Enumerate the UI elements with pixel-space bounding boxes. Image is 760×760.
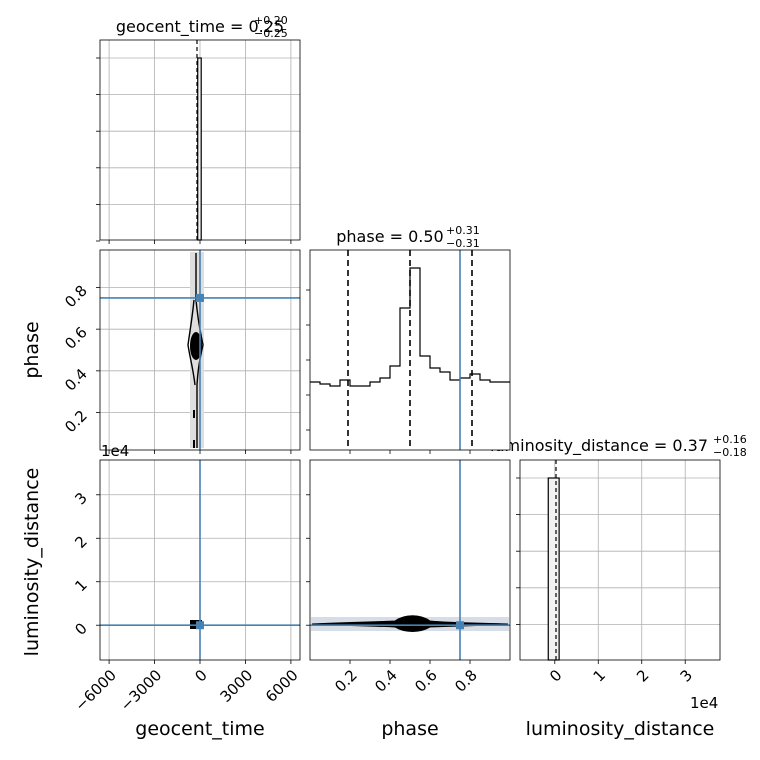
tick-label: 0 xyxy=(546,666,565,685)
ticks xyxy=(96,57,292,244)
ticks xyxy=(516,477,686,664)
phase-x-tick-labels: 0.2 0.4 0.6 0.8 xyxy=(331,666,481,696)
phase-title-sub: −0.31 xyxy=(446,237,480,250)
tick-label: 0.4 xyxy=(61,365,91,395)
phase-title: phase = 0.50 xyxy=(336,227,443,246)
tick-label: 0.6 xyxy=(61,323,91,353)
luminosity-distance-y-tick-labels: 0 1 2 3 xyxy=(71,489,90,639)
y-axis-label-phase: phase xyxy=(21,321,43,378)
axes-frame xyxy=(309,459,511,661)
geocent-time-title-sup: +0.20 xyxy=(254,14,288,27)
luminosity-distance-x-offset: 1e4 xyxy=(690,694,718,712)
density-peak xyxy=(190,332,202,360)
tick-label: 0 xyxy=(191,666,210,685)
truth-lines xyxy=(310,460,510,660)
tick-label: −3000 xyxy=(117,666,166,715)
tick-label: 0.6 xyxy=(411,666,441,696)
truth-lines xyxy=(100,460,300,660)
tick-label: 6000 xyxy=(262,666,302,706)
panel-geocent-time-histogram xyxy=(96,39,301,244)
hist-bar xyxy=(197,57,202,241)
panel-luminosity-distance-histogram xyxy=(516,459,721,664)
tick-label: 3 xyxy=(677,666,696,685)
tick-label: 1 xyxy=(590,666,609,685)
panel-geocent-time-vs-phase xyxy=(96,249,301,454)
tick-label: 0 xyxy=(71,619,90,638)
ticks xyxy=(306,289,471,454)
tick-label: 2 xyxy=(633,666,652,685)
ticks xyxy=(96,494,292,664)
axes-frame xyxy=(309,249,511,451)
truth-lines xyxy=(100,250,300,450)
panel-phase-vs-luminosity-distance xyxy=(306,459,511,664)
x-axis-label-phase: phase xyxy=(381,718,438,740)
panel-phase-histogram xyxy=(306,249,511,454)
phase-y-tick-labels: 0.2 0.4 0.6 0.8 xyxy=(61,282,91,437)
luminosity-distance-y-offset: 1e4 xyxy=(101,442,129,460)
tick-label: 1 xyxy=(71,576,90,595)
luminosity-distance-title-sup: +0.16 xyxy=(713,433,747,446)
truth-marker xyxy=(456,621,464,630)
histogram xyxy=(310,267,510,387)
histogram xyxy=(547,477,560,661)
truth-marker xyxy=(196,621,204,630)
x-axis-label-luminosity-distance: luminosity_distance xyxy=(526,718,715,740)
axes-frame xyxy=(519,459,721,661)
histogram xyxy=(197,57,202,241)
tick-label: 3 xyxy=(71,489,90,508)
tick-label: 0.2 xyxy=(331,666,361,696)
quantile-lines xyxy=(347,250,473,450)
luminosity-distance-title: luminosity_distance = 0.37 xyxy=(490,436,708,456)
panel-geocent-time-vs-luminosity-distance xyxy=(96,459,301,664)
hist-step xyxy=(310,267,510,387)
truth-marker xyxy=(196,293,204,302)
hist-bar xyxy=(547,477,560,661)
geocent-time-x-tick-labels: −6000−3000 0 3000 6000 xyxy=(71,666,301,715)
tick-label: 0.4 xyxy=(371,666,401,696)
x-axis-label-geocent-time: geocent_time xyxy=(135,718,264,740)
ticks xyxy=(306,494,471,664)
geocent-time-title-sub: −0.25 xyxy=(254,27,288,40)
phase-title-sup: +0.31 xyxy=(446,224,480,237)
luminosity-distance-title-sub: −0.18 xyxy=(713,446,747,459)
tick-label: 0.2 xyxy=(61,407,91,437)
density-contours xyxy=(187,252,204,448)
tick-label: 2 xyxy=(71,532,90,551)
y-axis-label-luminosity-distance: luminosity_distance xyxy=(21,468,43,657)
ticks xyxy=(96,287,292,454)
tick-label: 0.8 xyxy=(61,282,91,312)
density-contours xyxy=(311,615,509,632)
luminosity-distance-x-tick-labels: 0 1 2 3 xyxy=(546,666,696,685)
geocent-time-title: geocent_time = 0.25 xyxy=(116,17,284,37)
tick-label: 3000 xyxy=(217,666,257,706)
tick-label: 0.8 xyxy=(451,666,481,696)
tick-label: −6000 xyxy=(71,666,120,715)
